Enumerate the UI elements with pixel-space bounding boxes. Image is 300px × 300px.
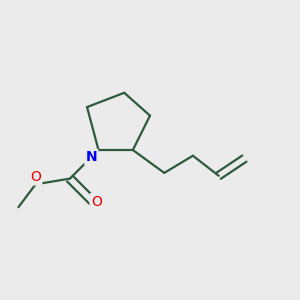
Text: O: O: [30, 170, 41, 184]
Text: N: N: [85, 150, 97, 164]
Text: O: O: [91, 194, 102, 208]
